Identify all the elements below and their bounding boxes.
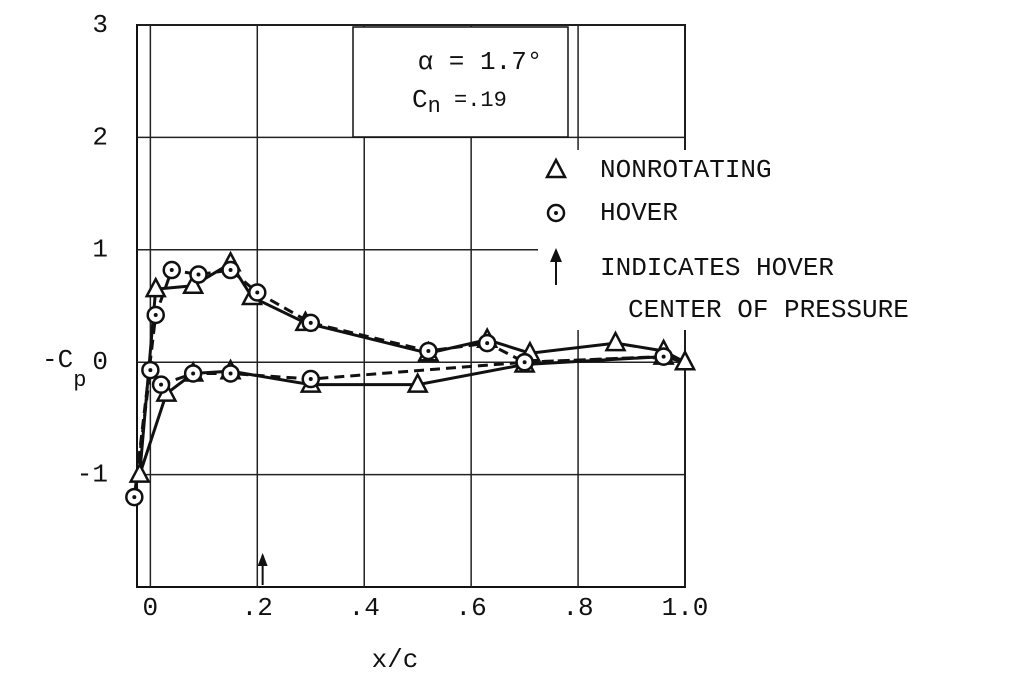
marker-dot [153, 312, 158, 317]
marker-dot [228, 371, 233, 376]
marker-dot [661, 354, 666, 359]
x-axis-label: x/c [372, 645, 419, 675]
series-line [132, 268, 664, 498]
legend-label: HOVER [600, 198, 678, 228]
marker-dot [308, 377, 313, 382]
y-axis-label: -Cp [42, 345, 86, 393]
cn-main: C [412, 85, 428, 115]
marker-triangle [406, 372, 429, 393]
series-line [138, 261, 686, 476]
x-tick-label: .2 [242, 593, 273, 623]
legend-label: NONROTATING [600, 155, 772, 185]
marker-triangle [182, 273, 205, 295]
y-tick-label: -1 [77, 459, 108, 489]
x-tick-label: .6 [456, 593, 487, 623]
marker-triangle [144, 276, 167, 298]
marker-triangle [128, 461, 151, 483]
cn-rest: =.19 [441, 88, 507, 113]
marker-dot [191, 371, 196, 376]
marker-triangle [673, 349, 697, 371]
marker-dot [159, 382, 164, 387]
marker-dot [522, 360, 527, 365]
annotation-cn: Cn =.19 [412, 85, 507, 119]
marker-dot [485, 341, 490, 346]
marker-dot [255, 290, 260, 295]
x-tick-label: 0 [143, 593, 159, 623]
y-tick-label: 1 [92, 235, 108, 265]
y-label-sub: p [73, 368, 86, 393]
marker-dot [426, 348, 431, 353]
annotation-alpha: α = 1.7° [418, 47, 543, 77]
legend-note: CENTER OF PRESSURE [628, 295, 909, 325]
x-tick-label: .4 [349, 593, 380, 623]
y-tick-label: 2 [92, 122, 108, 152]
legend: NONROTATING HOVER [544, 155, 772, 228]
marks [125, 250, 697, 507]
marker-dot [169, 268, 174, 273]
cp-arrowhead [257, 553, 268, 566]
legend-note: INDICATES HOVER [600, 253, 834, 283]
legend-arrowhead [550, 248, 562, 262]
cn-sub: n [428, 94, 441, 119]
marker-dot [148, 368, 153, 373]
annotation-box [352, 26, 569, 138]
y-label-main: -C [42, 345, 73, 375]
marker-dot [228, 268, 233, 273]
legend-bg [538, 150, 1026, 330]
x-tick-label: 1.0 [662, 593, 709, 623]
marker-dot [308, 320, 313, 325]
marker-dot [132, 495, 137, 500]
marker-dot [196, 272, 201, 277]
y-tick-label: 0 [92, 347, 108, 377]
x-tick-label: .8 [562, 593, 593, 623]
marker-triangle [544, 157, 568, 179]
y-tick-label: 3 [92, 10, 108, 40]
marker-triangle [604, 330, 627, 352]
marker-dot [554, 211, 558, 215]
